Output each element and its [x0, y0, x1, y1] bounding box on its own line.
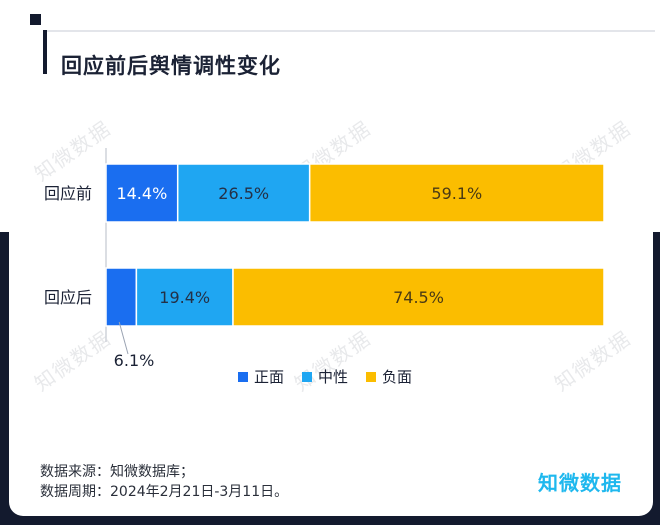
title-top-rule — [43, 30, 655, 32]
data-label: 14.4% — [116, 184, 167, 203]
legend-swatch — [366, 372, 376, 382]
footer-notes: 数据来源：知微数据库； 数据周期：2024年2月21日-3月11日。 — [40, 462, 288, 502]
data-label: 6.1% — [114, 351, 155, 370]
bar-segment — [105, 163, 179, 223]
data-label: 59.1% — [431, 184, 482, 203]
page-title: 回应前后舆情调性变化 — [61, 54, 281, 78]
bar-segment — [135, 267, 234, 327]
legend-label: 中性 — [318, 368, 348, 386]
data-label: 19.4% — [159, 288, 210, 307]
chart-card — [9, 0, 653, 516]
legend-label: 负面 — [382, 368, 412, 386]
category-label: 回应前 — [44, 184, 92, 203]
footer-period: 数据周期：2024年2月21日-3月11日。 — [40, 484, 289, 500]
bar-segment — [176, 163, 311, 223]
data-label: 74.5% — [393, 288, 444, 307]
callout-line — [118, 321, 129, 355]
legend-swatch — [302, 372, 312, 382]
corner-square-decoration — [30, 14, 41, 25]
bar-segment — [105, 267, 138, 327]
bar-segment — [308, 163, 605, 223]
legend-swatch — [238, 372, 248, 382]
brand-logo: 知微数据 — [538, 471, 622, 495]
category-label: 回应后 — [44, 288, 92, 307]
title-accent-bar — [43, 30, 47, 74]
legend-label: 正面 — [254, 368, 284, 386]
bar-segment — [232, 267, 605, 327]
footer-source: 数据来源：知微数据库； — [40, 464, 194, 480]
data-label: 26.5% — [218, 184, 269, 203]
